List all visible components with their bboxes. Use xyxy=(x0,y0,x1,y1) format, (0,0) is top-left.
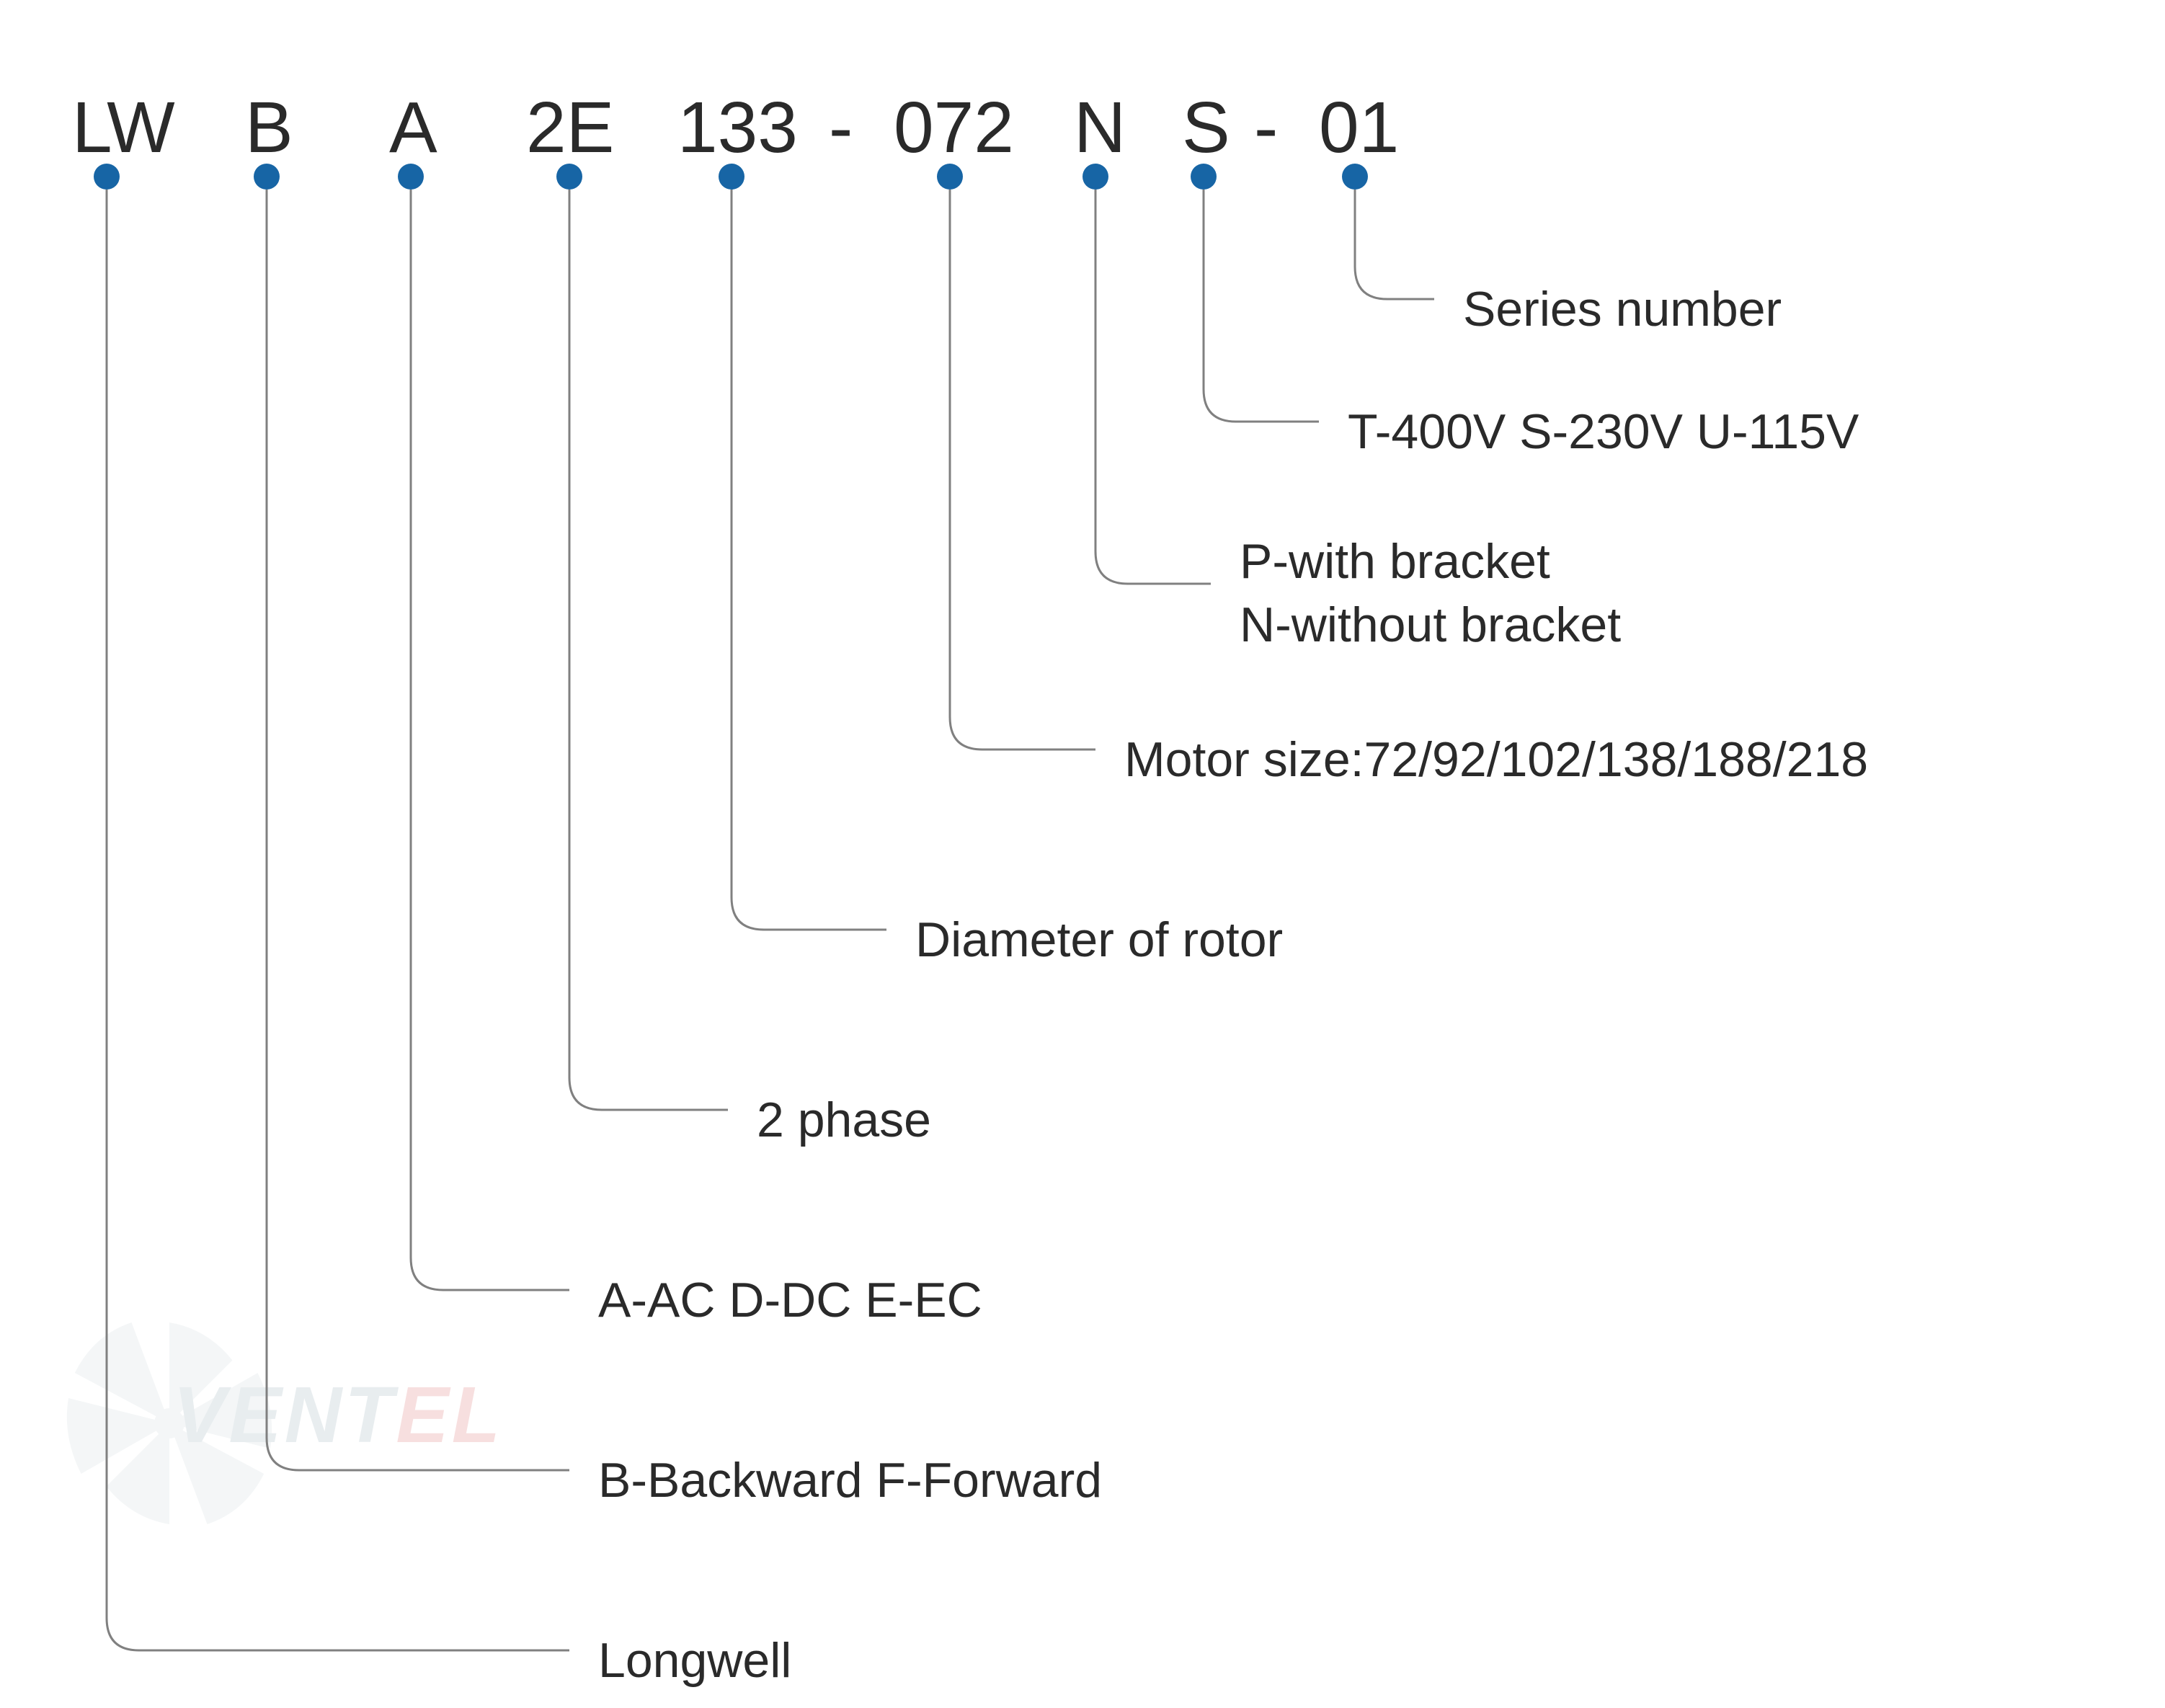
dot-1 xyxy=(254,164,280,190)
desc-voltage: T-400V S-230V U-115V xyxy=(1348,400,1859,463)
code-segment-2: A xyxy=(389,86,437,169)
code-segment-0: LW xyxy=(72,86,175,169)
code-segment-7: N xyxy=(1074,86,1126,169)
desc-diameter: Diameter of rotor xyxy=(915,908,1283,971)
code-segment-1: B xyxy=(245,86,293,169)
desc-motor: Motor size:72/92/102/138/188/218 xyxy=(1124,728,1868,791)
code-segment-8: S xyxy=(1182,86,1230,169)
desc-current: A-AC D-DC E-EC xyxy=(598,1268,982,1332)
dot-2 xyxy=(398,164,424,190)
watermark-main: VENT xyxy=(173,1371,396,1459)
watermark-accent: EL xyxy=(396,1371,503,1459)
dot-10 xyxy=(1342,164,1368,190)
fan-icon xyxy=(43,1297,295,1549)
watermark-text: VENTEL xyxy=(173,1369,503,1461)
code-segment-9: - xyxy=(1254,86,1278,169)
code-segment-6: 072 xyxy=(894,86,1014,169)
desc-brand: Longwell xyxy=(598,1629,791,1692)
code-segment-10: 01 xyxy=(1319,86,1399,169)
code-segment-3: 2E xyxy=(526,86,614,169)
dot-4 xyxy=(719,164,744,190)
dot-8 xyxy=(1191,164,1217,190)
desc-phase: 2 phase xyxy=(757,1088,931,1152)
dot-7 xyxy=(1082,164,1108,190)
dot-6 xyxy=(937,164,963,190)
desc-bracket: P-with bracketN-without bracket xyxy=(1240,530,1621,657)
watermark: VENTEL xyxy=(43,1297,548,1549)
code-segment-5: - xyxy=(829,86,853,169)
code-segment-4: 133 xyxy=(677,86,798,169)
desc-series: Series number xyxy=(1463,277,1782,341)
dot-0 xyxy=(94,164,120,190)
dot-3 xyxy=(556,164,582,190)
desc-direction: B-Backward F-Forward xyxy=(598,1449,1102,1512)
